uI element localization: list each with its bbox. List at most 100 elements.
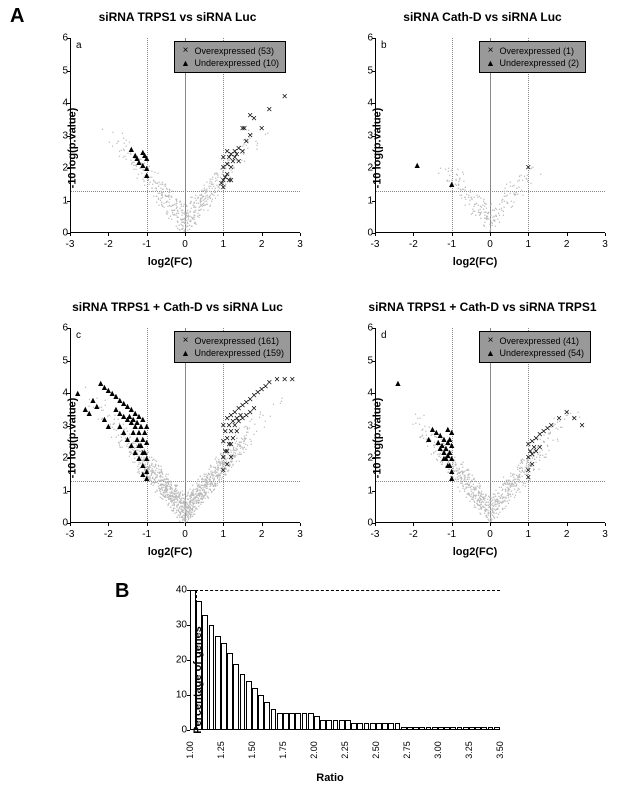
bg-point: • (548, 448, 550, 454)
legend-box: ×Overexpressed (1)▲Underexpressed (2) (479, 41, 587, 73)
bg-point: • (474, 503, 476, 509)
bg-point: • (214, 186, 216, 192)
bg-point: • (203, 208, 205, 214)
bar-xtick: 3.50 (495, 741, 505, 759)
legend-over-text: Overexpressed (1) (500, 45, 575, 57)
overexpressed-point: × (579, 420, 585, 431)
xlabel: log2(FC) (453, 256, 498, 268)
bg-point: • (143, 179, 145, 185)
bg-point: • (484, 204, 486, 210)
legend-over-text: Overexpressed (41) (500, 335, 580, 347)
bg-point: • (518, 185, 520, 191)
bg-point: • (462, 460, 464, 466)
bg-point: • (196, 507, 198, 513)
bg-point: • (167, 477, 169, 483)
bg-point: • (462, 486, 464, 492)
xtick-mark (262, 233, 263, 236)
bg-point: • (209, 196, 211, 202)
bg-point: • (521, 480, 523, 486)
bg-point: • (118, 440, 120, 446)
bg-point: • (501, 198, 503, 204)
volcano-grid: siRNA TRPS1 vs siRNA Luc0123456-3-2-1012… (30, 10, 630, 570)
xtick-label: 1 (221, 239, 227, 250)
bar-xlabel: Ratio (316, 772, 344, 784)
bg-point: • (213, 193, 215, 199)
bg-point: • (530, 181, 532, 187)
bg-point: • (521, 465, 523, 471)
underexpressed-point: ▲ (428, 424, 437, 434)
cross-icon: × (181, 335, 191, 347)
volcano-chart-a: siRNA TRPS1 vs siRNA Luc0123456-3-2-1012… (30, 10, 325, 280)
bar-ytick-mark (187, 695, 190, 696)
bg-point: • (489, 229, 491, 235)
xtick-mark (452, 523, 453, 526)
bar-xtick: 3.25 (464, 741, 474, 759)
bg-point: • (185, 517, 187, 523)
bg-point: • (473, 195, 475, 201)
bg-point: • (123, 147, 125, 153)
bg-point: • (153, 194, 155, 200)
xtick-label: 1 (221, 529, 227, 540)
bg-point: • (170, 486, 172, 492)
ylabel: -10 log(p.value) (66, 398, 78, 479)
bar-ytick: 0 (172, 725, 187, 736)
bg-point: • (166, 212, 168, 218)
bg-point: • (158, 486, 160, 492)
bg-point: • (217, 193, 219, 199)
volcano-chart-d: siRNA TRPS1 + Cath-D vs siRNA TRPS101234… (335, 300, 630, 570)
overexpressed-point: × (247, 130, 253, 141)
xtick-mark (70, 233, 71, 236)
bg-point: • (123, 141, 125, 147)
legend-under-row: ▲Underexpressed (54) (486, 347, 585, 359)
bg-point: • (477, 498, 479, 504)
bg-point: • (464, 203, 466, 209)
overexpressed-point: × (529, 459, 535, 470)
bg-point: • (194, 196, 196, 202)
bg-point: • (187, 493, 189, 499)
bg-point: • (198, 501, 200, 507)
underexpressed-point: ▲ (142, 170, 151, 180)
xtick-label: 0 (487, 239, 493, 250)
bg-point: • (209, 479, 211, 485)
bg-point: • (189, 487, 191, 493)
bg-point: • (200, 497, 202, 503)
bg-point: • (138, 172, 140, 178)
bg-point: • (513, 191, 515, 197)
bg-point: • (102, 127, 104, 133)
bg-point: • (249, 437, 251, 443)
bg-point: • (445, 167, 447, 173)
bg-point: • (503, 199, 505, 205)
bg-point: • (450, 168, 452, 174)
underexpressed-point: ▲ (127, 144, 136, 154)
bg-point: • (243, 445, 245, 451)
bg-point: • (487, 497, 489, 503)
bg-point: • (206, 202, 208, 208)
bg-point: • (206, 494, 208, 500)
bg-point: • (502, 506, 504, 512)
bg-point: • (189, 512, 191, 518)
overexpressed-point: × (266, 104, 272, 115)
legend-under-text: Underexpressed (159) (195, 347, 285, 359)
cross-icon: × (181, 45, 191, 57)
bg-point: • (483, 505, 485, 511)
bg-point: • (465, 185, 467, 191)
xtick-label: -2 (409, 239, 418, 250)
xtick-label: -1 (142, 239, 151, 250)
bg-point: • (175, 484, 177, 490)
bg-point: • (118, 154, 120, 160)
chart-area: 0123456-3-2-10123•••••••••••••••••••••••… (30, 28, 310, 268)
bg-point: • (483, 210, 485, 216)
bg-point: • (85, 385, 87, 391)
overexpressed-point: × (236, 156, 242, 167)
bg-point: • (557, 439, 559, 445)
bg-point: • (519, 472, 521, 478)
bg-point: • (241, 445, 243, 451)
xtick-mark (605, 233, 606, 236)
overexpressed-point: × (228, 453, 234, 464)
bg-point: • (180, 512, 182, 518)
bg-point: • (463, 172, 465, 178)
bg-point: • (163, 201, 165, 207)
legend-under-text: Underexpressed (54) (500, 347, 585, 359)
overexpressed-point: × (289, 375, 295, 386)
bg-point: • (180, 501, 182, 507)
